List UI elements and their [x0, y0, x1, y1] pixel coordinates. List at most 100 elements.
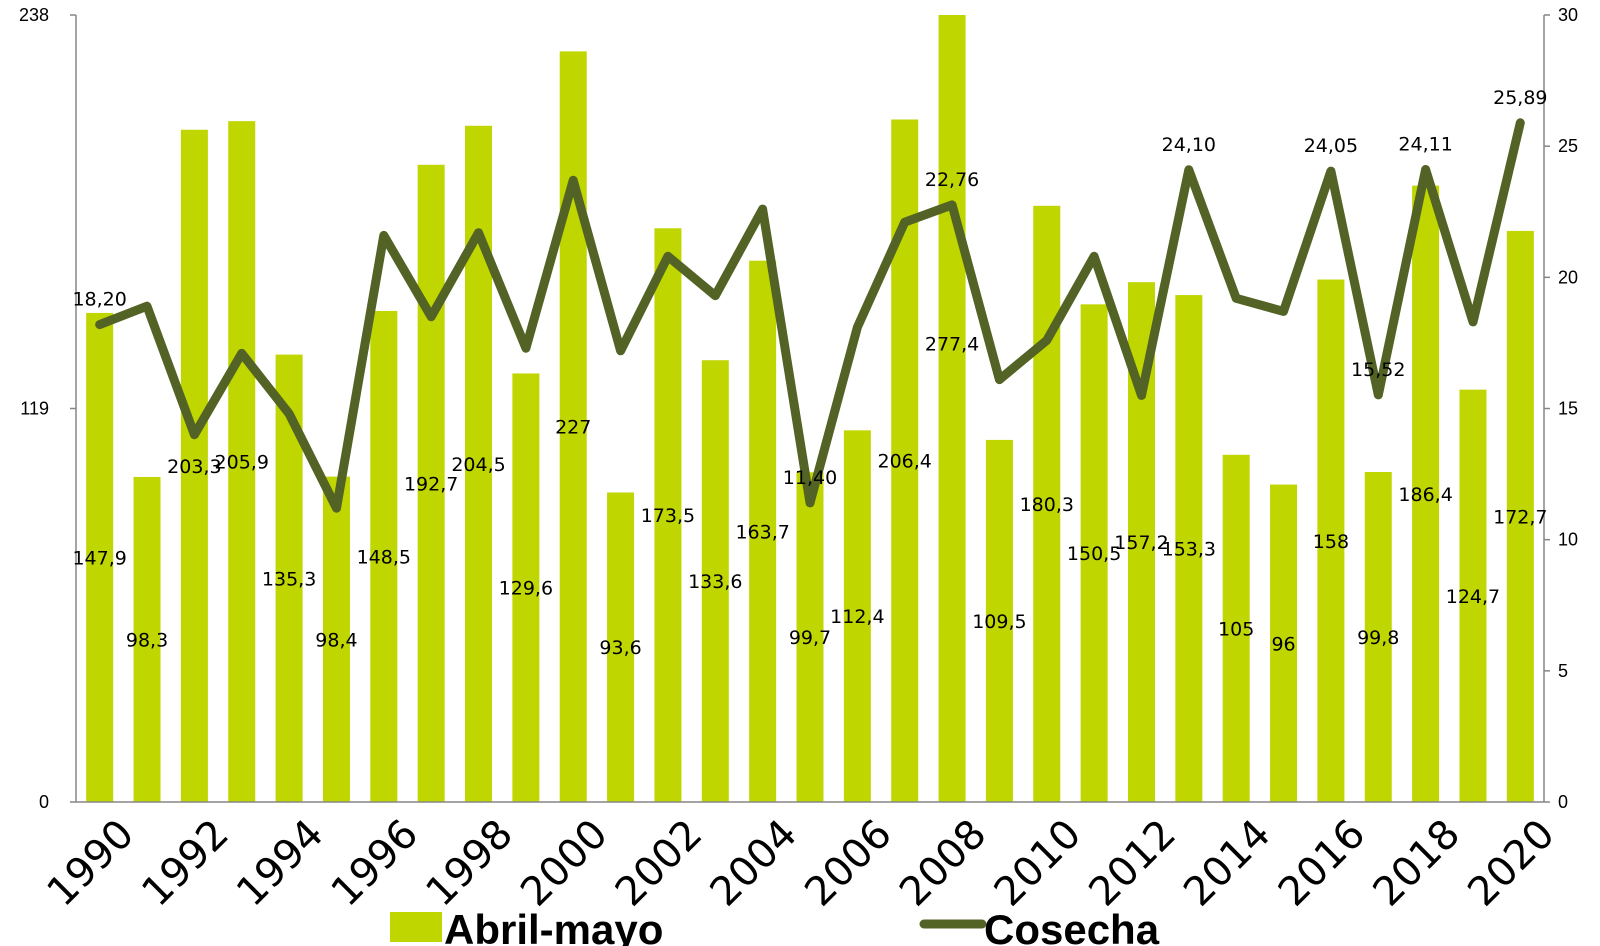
- x-tick-1998: 1998: [417, 811, 522, 916]
- bar-label-2003: 133,6: [688, 571, 742, 593]
- x-tick-1992: 1992: [133, 811, 238, 916]
- cosecha-point-1990: [98, 323, 101, 326]
- bar-label-2013: 153,3: [1162, 539, 1216, 561]
- bar-label-2004: 163,7: [735, 521, 789, 543]
- bar-2014: [1222, 454, 1250, 802]
- bar-series-abril-mayo: [86, 15, 1534, 803]
- bar-label-1991: 98,3: [126, 629, 168, 651]
- bar-label-2002: 173,5: [641, 505, 695, 527]
- bar-label-2017: 99,8: [1357, 627, 1399, 649]
- cosecha-point-1995: [335, 507, 338, 510]
- line-label-2008: 22,76: [925, 169, 979, 191]
- right-tick-label: 30: [1558, 5, 1578, 25]
- bar-label-1992: 203,3: [167, 456, 221, 478]
- axes: 0 119 238 0 5 10 15 20 25 30: [19, 5, 1578, 812]
- cosecha-point-1992: [193, 433, 196, 436]
- x-tick-1990: 1990: [39, 811, 144, 916]
- bar-label-2016: 158: [1313, 531, 1349, 553]
- bar-2006: [843, 430, 871, 802]
- bar-1996: [370, 310, 398, 802]
- bar-label-2005: 99,7: [789, 627, 831, 649]
- bar-1995: [322, 476, 350, 802]
- line-label-2017: 15,52: [1351, 359, 1405, 381]
- legend-swatch-abril-mayo: [390, 912, 442, 942]
- bar-2008: [938, 15, 966, 802]
- legend: Abril-mayo Cosecha: [390, 906, 1160, 946]
- bar-2018: [1412, 185, 1440, 802]
- line-label-2013: 24,10: [1162, 134, 1216, 156]
- line-label-2020: 25,89: [1493, 87, 1547, 109]
- cosecha-point-2020: [1519, 121, 1522, 124]
- bar-2005: [796, 472, 824, 802]
- cosecha-point-2012: [1140, 394, 1143, 397]
- bar-label-1993: 205,9: [215, 452, 269, 474]
- bar-2013: [1175, 295, 1203, 802]
- cosecha-point-1997: [430, 315, 433, 318]
- cosecha-point-1991: [146, 305, 149, 308]
- bar-2009: [985, 439, 1013, 802]
- line-label-2005: 11,40: [783, 467, 837, 489]
- cosecha-line: [95, 118, 1525, 513]
- x-tick-1996: 1996: [323, 811, 428, 916]
- x-tick-2004: 2004: [702, 811, 807, 916]
- line-label-2016: 24,05: [1304, 135, 1358, 157]
- left-tick-label: 0: [39, 792, 49, 812]
- cosecha-point-2018: [1424, 168, 1427, 171]
- cosecha-point-2005: [809, 501, 811, 504]
- right-tick-label: 15: [1558, 399, 1578, 419]
- right-tick-label: 25: [1558, 136, 1578, 156]
- cosecha-point-2013: [1187, 168, 1190, 171]
- bar-2019: [1459, 389, 1487, 802]
- legend-label-cosecha: Cosecha: [984, 906, 1160, 946]
- cosecha-point-2004: [761, 208, 764, 211]
- bar-label-2000: 227: [555, 417, 591, 439]
- x-tick-2008: 2008: [891, 811, 996, 916]
- bar-2016: [1317, 279, 1345, 802]
- cosecha-point-2006: [856, 326, 859, 329]
- bar-label-2011: 150,5: [1067, 543, 1121, 565]
- bar-label-2015: 96: [1271, 633, 1295, 655]
- bar-1999: [512, 373, 540, 802]
- bar-1997: [417, 164, 445, 802]
- x-tick-2002: 2002: [607, 811, 712, 916]
- cosecha-point-2014: [1235, 297, 1238, 300]
- cosecha-point-2019: [1471, 320, 1474, 323]
- bar-label-1990: 147,9: [72, 547, 126, 569]
- x-tick-2012: 2012: [1080, 811, 1185, 916]
- bar-label-2020: 172,7: [1493, 506, 1547, 528]
- bar-2011: [1080, 304, 1108, 802]
- x-tick-1994: 1994: [228, 811, 333, 916]
- bar-2001: [607, 492, 635, 802]
- bar-2002: [654, 228, 682, 802]
- bar-2020: [1506, 230, 1534, 803]
- bar-1991: [133, 476, 161, 802]
- x-tick-2006: 2006: [796, 811, 901, 916]
- bar-label-2007: 206,4: [878, 451, 932, 473]
- bar-2015: [1270, 484, 1298, 802]
- cosecha-point-2010: [1045, 339, 1048, 342]
- bar-label-2009: 109,5: [972, 611, 1026, 633]
- cosecha-point-2011: [1093, 255, 1096, 258]
- right-tick-label: 5: [1558, 661, 1568, 681]
- cosecha-point-2001: [619, 349, 622, 352]
- bar-label-1996: 148,5: [357, 546, 411, 568]
- x-tick-2016: 2016: [1270, 811, 1375, 916]
- cosecha-point-1998: [477, 231, 480, 234]
- left-tick-label: 119: [20, 399, 49, 419]
- x-tick-2000: 2000: [512, 811, 617, 916]
- cosecha-point-2015: [1282, 310, 1285, 313]
- cosecha-point-2009: [998, 378, 1001, 381]
- bar-label-1997: 192,7: [404, 473, 458, 495]
- x-tick-2020: 2020: [1459, 811, 1564, 916]
- cosecha-point-1993: [240, 352, 243, 355]
- bar-label-2014: 105: [1218, 618, 1254, 640]
- bar-label-1995: 98,4: [315, 629, 357, 651]
- legend-label-abril-mayo: Abril-mayo: [444, 906, 663, 946]
- bar-2010: [1033, 205, 1061, 802]
- cosecha-point-2000: [572, 179, 575, 182]
- left-tick-label: 238: [19, 5, 49, 25]
- cosecha-point-2007: [903, 221, 906, 224]
- bar-1993: [228, 121, 256, 802]
- bar-data-labels: 147,998,3203,3205,9135,398,4148,5192,720…: [72, 333, 1547, 659]
